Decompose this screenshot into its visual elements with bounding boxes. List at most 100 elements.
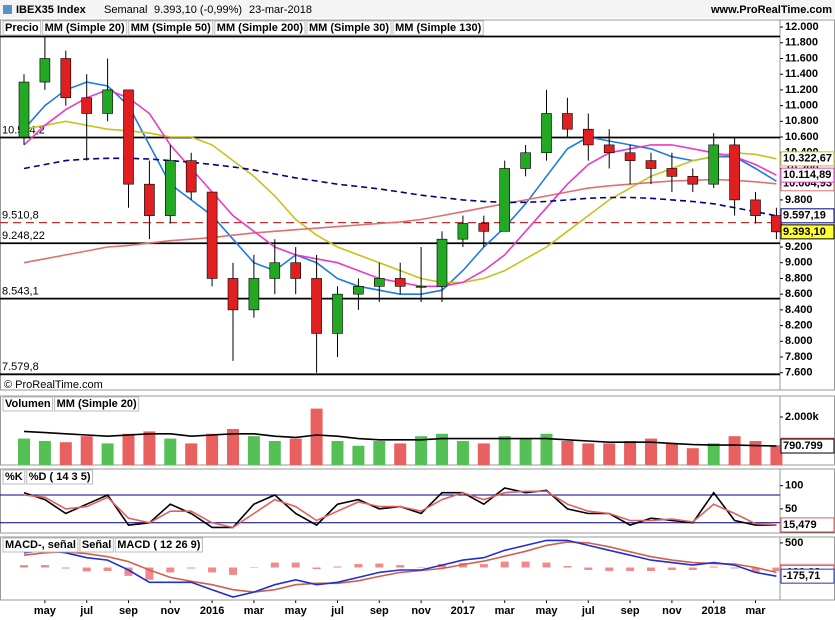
y-tick-label: 12.000 xyxy=(785,21,819,33)
x-tick-label: sep xyxy=(621,605,640,617)
x-tick-label: may xyxy=(535,605,558,617)
y-tick-label: 11.800 xyxy=(785,37,818,49)
volume-bar xyxy=(415,436,428,465)
x-tick-label: jul xyxy=(79,605,93,617)
volume-bar xyxy=(206,433,219,465)
y-tick-label: 11.600 xyxy=(785,52,818,64)
candle-body xyxy=(436,238,448,287)
last-value-box xyxy=(780,224,835,240)
candle-body xyxy=(60,58,72,99)
volume-bar xyxy=(770,445,783,465)
last-value-box xyxy=(780,151,835,167)
histogram-bar xyxy=(187,567,196,569)
candle-body xyxy=(457,223,469,240)
histogram-bar xyxy=(354,564,363,568)
histogram-bar xyxy=(229,567,237,575)
legend-box xyxy=(306,20,392,36)
legend-box xyxy=(392,20,484,36)
y-tick-label: 8.400 xyxy=(785,304,813,316)
histogram-bar xyxy=(605,567,614,571)
candle-body xyxy=(750,199,761,216)
x-tick-label: mar xyxy=(495,605,516,617)
candle-body xyxy=(102,89,113,114)
y-tick-label: 9.800 xyxy=(785,194,813,206)
candle-body xyxy=(227,278,239,311)
histogram-bar xyxy=(124,567,133,576)
macd-line xyxy=(23,541,777,593)
x-tick-label: 2017 xyxy=(451,605,475,617)
legend-entry: MM (Simple 130) xyxy=(395,22,482,34)
volume-bar xyxy=(749,441,762,465)
candle-body xyxy=(165,160,176,216)
volume-bar xyxy=(122,433,135,465)
y-tick-label: 2.000k xyxy=(785,411,820,423)
candle-body xyxy=(394,278,406,287)
x-tick-label: 2018 xyxy=(701,605,725,617)
header-icon xyxy=(3,5,12,14)
oscillator-line xyxy=(23,490,777,529)
y-tick-label: 7.600 xyxy=(785,367,813,379)
last-value-box xyxy=(780,438,835,454)
legend-entry: Señal xyxy=(82,539,111,551)
x-tick-label: nov xyxy=(662,605,682,617)
legend-box xyxy=(2,20,42,36)
legend-box xyxy=(2,537,79,553)
legend-box xyxy=(42,20,128,36)
volume-bar xyxy=(373,441,386,465)
histogram-bar xyxy=(103,567,112,571)
histogram-bar xyxy=(542,562,551,568)
legend-box xyxy=(214,20,306,36)
legend-box xyxy=(26,469,93,485)
x-tick-label: may xyxy=(34,605,57,617)
volume-bar xyxy=(645,438,657,465)
last-value-label: -175,71 xyxy=(783,570,820,582)
header-price: 9.393,10 (-0,99%) xyxy=(154,4,242,16)
header-bar xyxy=(0,0,835,18)
legend-entry: %D ( 14 3 5) xyxy=(29,471,91,483)
candle-body xyxy=(624,152,636,161)
volume-bar xyxy=(519,438,532,465)
volume-bar xyxy=(436,433,448,465)
histogram-bar xyxy=(500,561,509,568)
legend-entry: MM (Simple 20) xyxy=(45,22,125,34)
candle-body xyxy=(185,160,197,193)
candle-body xyxy=(81,97,92,114)
macd-line xyxy=(23,539,777,598)
y-tick-label: 10.600 xyxy=(785,131,819,143)
candle-body xyxy=(520,152,531,169)
histogram-bar xyxy=(208,567,217,573)
volume-bar xyxy=(352,445,365,465)
histogram-bar xyxy=(61,567,70,569)
last-value-label: 15,479 xyxy=(783,519,817,531)
histogram-bar xyxy=(40,565,49,568)
watermark: © ProRealTime.com xyxy=(4,379,103,391)
histogram-bar xyxy=(417,567,426,568)
x-tick-label: may xyxy=(285,605,308,617)
histogram-bar xyxy=(563,566,572,568)
level-label: 7.579,8 xyxy=(2,361,39,373)
volume-bar xyxy=(498,436,511,465)
legend-entry: Precio xyxy=(5,22,39,34)
volume-bar xyxy=(665,443,678,465)
volume-bar xyxy=(561,441,574,465)
y-tick-label: 11.000 xyxy=(785,100,818,112)
legend-entry: Volumen xyxy=(5,398,51,410)
y-tick-label: 50 xyxy=(785,503,797,515)
legend-entry: %K xyxy=(5,471,23,483)
candle-body xyxy=(582,128,594,146)
x-tick-label: mar xyxy=(745,605,766,617)
x-tick-label: nov xyxy=(411,605,431,617)
histogram-bar xyxy=(730,567,739,569)
candle-body xyxy=(123,89,134,185)
histogram-bar xyxy=(270,562,279,568)
y-tick-label: 7.800 xyxy=(785,351,813,363)
volume-bar xyxy=(268,441,281,465)
histogram-bar xyxy=(312,567,321,569)
level-label: 8.543,1 xyxy=(2,286,39,298)
x-tick-label: sep xyxy=(370,605,389,617)
y-tick-label: 9.000 xyxy=(785,257,813,269)
candle-body xyxy=(144,183,155,216)
volume-bar xyxy=(101,443,114,465)
volume-bar xyxy=(707,443,720,465)
